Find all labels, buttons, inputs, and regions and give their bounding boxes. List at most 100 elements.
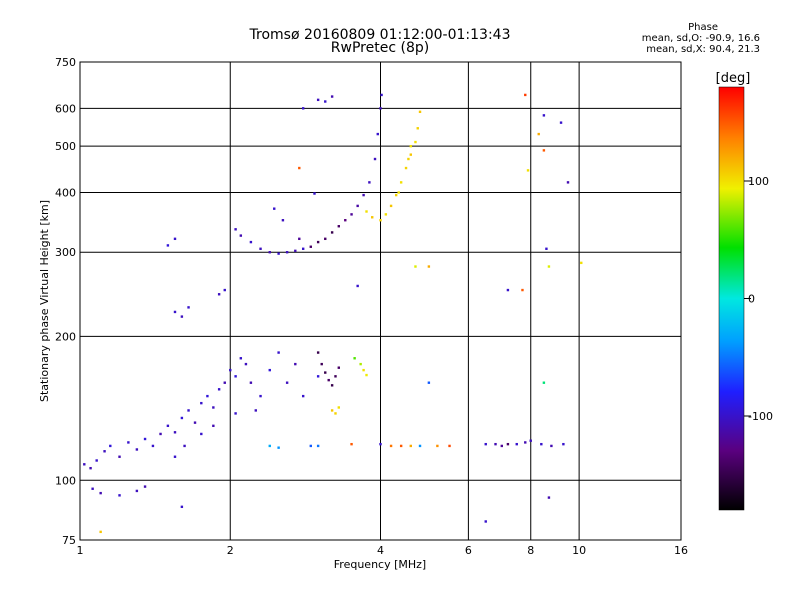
data-point <box>277 252 280 255</box>
data-point <box>379 219 382 222</box>
data-point <box>416 127 419 130</box>
data-point <box>484 442 487 446</box>
data-point <box>399 181 403 184</box>
data-point <box>368 181 371 184</box>
data-point <box>173 431 177 434</box>
data-point <box>285 251 289 254</box>
data-point <box>521 288 524 292</box>
data-point <box>389 444 393 448</box>
data-point <box>365 210 368 213</box>
data-point <box>217 293 221 296</box>
data-point <box>217 388 221 391</box>
data-point <box>327 378 330 382</box>
data-point <box>542 381 546 384</box>
data-point <box>200 432 203 436</box>
data-point <box>353 357 356 360</box>
y-tick-labels: 75 100 200 300 400 500 600 750 <box>55 56 76 547</box>
data-point <box>542 114 546 117</box>
data-point <box>414 265 417 268</box>
data-point <box>173 310 177 314</box>
data-point <box>316 351 320 354</box>
data-point <box>193 421 197 424</box>
data-point <box>127 441 130 444</box>
data-point <box>373 157 377 161</box>
data-point <box>259 247 262 250</box>
colorbar-label: [deg] <box>716 71 751 86</box>
data-point <box>545 247 548 250</box>
colorbar <box>718 86 745 511</box>
x-tick-label: 16 <box>674 544 688 557</box>
data-point <box>294 249 297 253</box>
data-point <box>526 169 530 172</box>
data-point <box>407 157 410 161</box>
data-point <box>118 455 121 458</box>
data-point <box>344 219 347 222</box>
y-tick-label: 75 <box>62 534 76 547</box>
data-point <box>223 381 226 384</box>
data-point <box>109 444 112 448</box>
data-point <box>298 166 301 170</box>
data-point <box>173 455 177 458</box>
data-point <box>324 100 327 103</box>
data-point <box>484 520 487 523</box>
data-point <box>542 149 546 152</box>
data-point <box>223 288 226 292</box>
data-point <box>273 207 276 210</box>
data-point <box>559 121 563 124</box>
data-point <box>436 444 439 448</box>
data-point <box>379 442 382 446</box>
data-point <box>180 416 184 420</box>
data-point <box>143 485 147 488</box>
data-point <box>409 144 412 148</box>
y-axis-label: Stationary phase Virtual Height [km] <box>38 200 51 402</box>
data-point <box>151 444 155 448</box>
data-point <box>414 140 417 144</box>
colorbar-tick-label: -100 <box>748 410 773 423</box>
data-point <box>362 193 365 197</box>
colorbar-ticks: 100 0 -100 <box>744 175 773 423</box>
chart-subtitle: RwPretec (8p) <box>330 40 430 56</box>
data-point <box>397 191 400 194</box>
data-point <box>234 375 237 378</box>
data-point <box>394 193 398 197</box>
data-point <box>301 107 305 110</box>
y-tick-label: 100 <box>55 474 76 487</box>
phase-stats-heading: Phase <box>688 22 718 33</box>
data-point <box>89 466 92 470</box>
x-axis-label: Frequency [MHz] <box>334 558 426 571</box>
data-point <box>281 219 285 222</box>
data-point <box>537 132 540 136</box>
data-point <box>550 444 553 448</box>
data-point <box>379 107 382 110</box>
data-point <box>118 494 121 497</box>
data-point <box>301 247 305 250</box>
data-point <box>500 444 504 448</box>
data-point <box>380 93 383 97</box>
data-point <box>540 442 543 446</box>
data-point <box>580 261 583 265</box>
data-point <box>180 315 184 318</box>
data-point <box>135 448 139 451</box>
data-point <box>99 530 102 534</box>
data-point <box>562 442 565 446</box>
data-point <box>159 432 162 436</box>
data-point <box>95 459 98 462</box>
data-point <box>234 412 237 415</box>
data-point <box>103 450 106 453</box>
data-point <box>356 204 359 208</box>
data-point <box>268 251 271 254</box>
data-point <box>356 284 359 288</box>
data-point <box>173 237 177 241</box>
data-point <box>239 357 243 360</box>
data-point <box>359 362 362 366</box>
x-tick-label: 1 <box>77 544 84 557</box>
data-point <box>448 444 451 448</box>
x-tick-labels: 1 2 4 6 8 10 16 <box>77 544 689 557</box>
data-point <box>143 437 147 441</box>
data-point <box>384 213 388 216</box>
data-point <box>515 442 518 446</box>
y-tick-label: 600 <box>55 102 76 115</box>
data-point <box>285 381 289 384</box>
data-point <box>135 489 139 493</box>
